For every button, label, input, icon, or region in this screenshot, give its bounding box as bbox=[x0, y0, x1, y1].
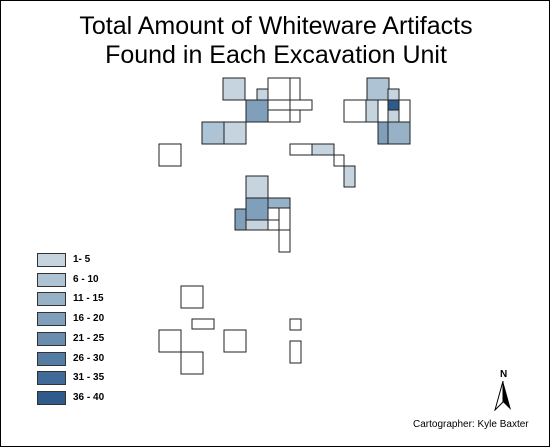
excavation-unit bbox=[245, 197, 269, 221]
excavation-unit bbox=[365, 99, 379, 123]
excavation-unit bbox=[223, 329, 247, 353]
excavation-unit bbox=[311, 143, 335, 156]
excavation-unit bbox=[180, 351, 204, 375]
legend-swatch bbox=[37, 312, 66, 326]
legend-label: 36 - 40 bbox=[73, 392, 105, 403]
excavation-unit bbox=[267, 109, 291, 123]
excavation-unit bbox=[267, 197, 291, 209]
excavation-unit bbox=[387, 88, 400, 101]
excavation-unit bbox=[234, 208, 247, 231]
excavation-unit bbox=[267, 207, 280, 221]
legend-swatch bbox=[37, 391, 66, 405]
legend-swatch bbox=[37, 292, 66, 306]
excavation-unit bbox=[245, 99, 269, 123]
excavation-unit bbox=[245, 219, 269, 231]
excavation-unit bbox=[267, 219, 280, 231]
excavation-unit bbox=[289, 99, 313, 111]
legend-swatch bbox=[37, 253, 66, 267]
legend-label: 16 - 20 bbox=[73, 313, 105, 324]
excavation-unit bbox=[333, 154, 345, 167]
excavation-unit bbox=[289, 143, 313, 156]
legend-label: 26 - 30 bbox=[73, 353, 105, 364]
excavation-unit bbox=[366, 77, 390, 101]
north-label: N bbox=[500, 369, 508, 380]
excavation-unit bbox=[158, 143, 182, 167]
north-arrow-icon bbox=[494, 381, 511, 411]
legend-label: 31 - 35 bbox=[73, 372, 105, 383]
excavation-unit bbox=[278, 229, 291, 253]
legend-label: 1- 5 bbox=[73, 254, 91, 265]
legend-swatch bbox=[37, 371, 66, 385]
excavation-unit bbox=[222, 77, 246, 101]
excavation-unit bbox=[245, 175, 269, 199]
excavation-unit bbox=[387, 99, 400, 111]
excavation-unit bbox=[289, 318, 302, 331]
legend-swatch bbox=[37, 332, 66, 346]
excavation-unit bbox=[201, 121, 225, 145]
excavation-unit bbox=[343, 165, 356, 188]
legend-swatch bbox=[37, 273, 66, 287]
excavation-unit bbox=[289, 109, 301, 123]
legend-swatch bbox=[37, 352, 66, 366]
legend-label: 11 - 15 bbox=[73, 293, 104, 304]
legend-label: 21 - 25 bbox=[73, 333, 105, 344]
excavation-unit bbox=[289, 77, 301, 101]
excavation-unit bbox=[267, 99, 291, 111]
excavation-unit bbox=[256, 88, 269, 101]
excavation-unit bbox=[343, 99, 367, 123]
excavation-unit bbox=[267, 77, 291, 101]
legend-label: 6 - 10 bbox=[73, 274, 99, 285]
excavation-unit bbox=[387, 109, 400, 123]
excavation-unit bbox=[180, 285, 204, 309]
excavation-unit bbox=[387, 121, 411, 145]
excavation-unit bbox=[158, 329, 182, 353]
cartographer-credit: Cartographer: Kyle Baxter bbox=[413, 419, 529, 430]
excavation-unit bbox=[191, 318, 215, 330]
excavation-unit bbox=[398, 99, 411, 123]
excavation-unit bbox=[289, 340, 302, 364]
excavation-unit bbox=[278, 207, 291, 231]
map-title-line-1: Total Amount of Whiteware Artifacts bbox=[79, 12, 473, 40]
excavation-unit bbox=[223, 121, 247, 145]
excavation-unit bbox=[377, 121, 389, 145]
map-title-line-2: Found in Each Excavation Unit bbox=[105, 41, 447, 69]
